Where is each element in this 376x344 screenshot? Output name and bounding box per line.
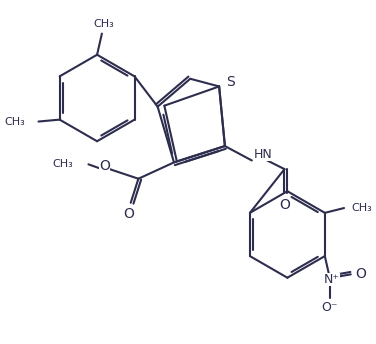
Text: S: S bbox=[226, 75, 235, 89]
Text: O⁻: O⁻ bbox=[321, 301, 338, 314]
Text: CH₃: CH₃ bbox=[52, 159, 73, 169]
Text: N⁺: N⁺ bbox=[324, 273, 340, 286]
Text: CH₃: CH₃ bbox=[4, 117, 25, 127]
Text: CH₃: CH₃ bbox=[352, 203, 373, 213]
Text: O: O bbox=[279, 198, 290, 212]
Text: HN: HN bbox=[254, 148, 273, 161]
Text: O: O bbox=[355, 267, 366, 281]
Text: O: O bbox=[123, 207, 134, 221]
Text: CH₃: CH₃ bbox=[93, 19, 114, 29]
Text: O: O bbox=[99, 159, 110, 173]
